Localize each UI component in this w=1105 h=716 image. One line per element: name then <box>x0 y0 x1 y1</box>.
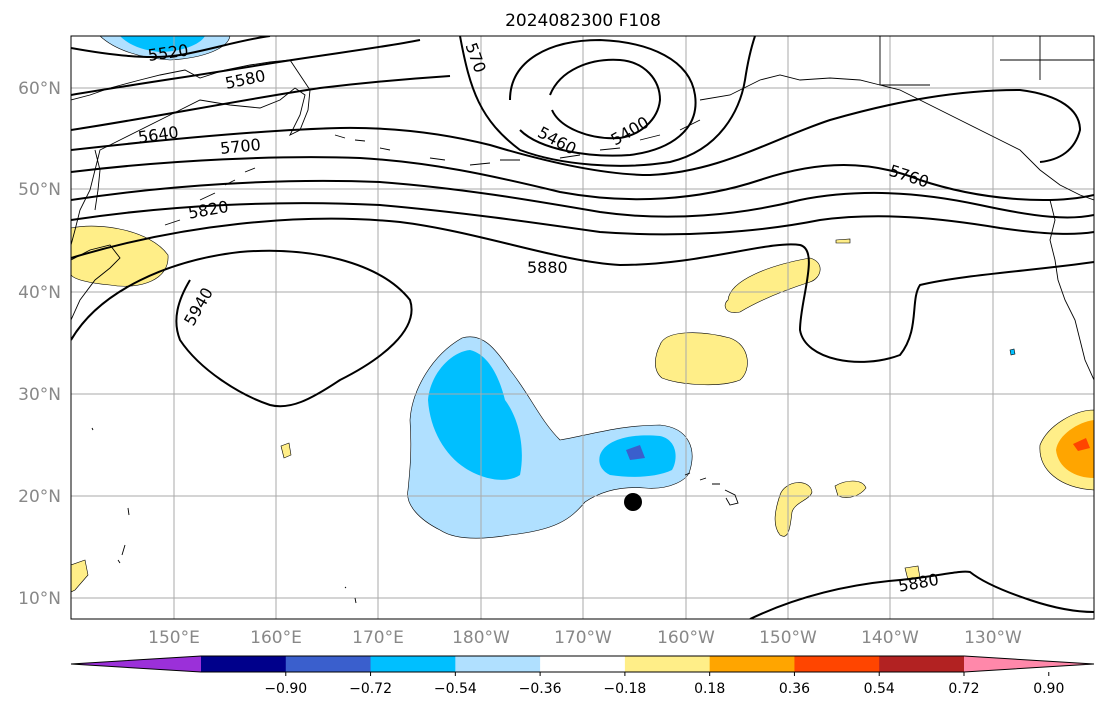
coast-aleutians <box>334 119 701 166</box>
positive-anomaly-sw <box>71 559 89 593</box>
colorbar-tick-label: −0.54 <box>434 681 477 697</box>
contour-5460 <box>509 38 697 157</box>
positive-anomaly-23n <box>280 442 292 459</box>
gridlines <box>71 36 1094 619</box>
contour-5760 <box>71 156 1094 201</box>
colorbar-bin <box>794 656 880 672</box>
lat-label-30n: 30°N <box>18 385 61 405</box>
contour-5880-south <box>749 570 1094 619</box>
colorbar-tick-label: −0.18 <box>603 681 646 697</box>
colorbar-bin <box>455 656 541 672</box>
longitude-labels: 150°E 160°E 170°E 180°W 170°W 160°W 150°… <box>148 628 1022 648</box>
coast-namerica <box>1049 199 1094 381</box>
location-marker <box>624 493 642 511</box>
colorbar-extend-high <box>964 656 1094 672</box>
latitude-labels: 60°N 50°N 40°N 30°N 20°N 10°N <box>18 79 61 609</box>
positive-anomaly-east-red <box>1073 438 1090 451</box>
colorbar-bin <box>285 656 372 672</box>
lon-label-180w: 180°W <box>452 628 510 648</box>
lon-label-170w: 170°W <box>554 628 612 648</box>
positive-anomaly-33n <box>655 332 748 386</box>
lon-label-160w: 160°W <box>657 628 715 648</box>
lon-label-150w: 150°W <box>759 628 817 648</box>
colorbar: −0.90 −0.72 −0.54 −0.36 −0.18 0.18 0.36 0.54 0.7… <box>70 655 1095 697</box>
contour-5520-mid <box>459 36 756 167</box>
contour-label-5700: 5700 <box>219 135 261 158</box>
negative-anomaly-dark <box>626 445 645 460</box>
colorbar-tick-label: −0.36 <box>519 681 562 697</box>
colorbar-tick-label: −0.72 <box>349 681 392 697</box>
height-contours <box>71 36 1094 619</box>
positive-anomaly-west <box>71 225 169 287</box>
lat-label-50n: 50°N <box>18 180 61 200</box>
lon-label-170e: 170°E <box>352 628 404 648</box>
colorbar-tick-label: −0.90 <box>264 681 307 697</box>
positive-anomaly-40n <box>724 257 821 313</box>
colorbar-tick-label: 0.18 <box>694 681 725 697</box>
colorbar-tick-label: 0.54 <box>864 681 895 697</box>
lat-label-40n: 40°N <box>18 283 61 303</box>
colorbar-bin <box>709 656 795 672</box>
map-frame <box>70 35 1095 620</box>
lat-label-10n: 10°N <box>18 589 61 609</box>
positive-anomaly-small-45n <box>835 238 851 244</box>
contour-5700 <box>71 88 1082 177</box>
colorbar-outline <box>70 655 1095 673</box>
coast-islands <box>91 427 357 604</box>
map-title: 2024082300 F108 <box>505 11 661 31</box>
contour-5580 <box>71 39 421 96</box>
positive-anomaly-20n-b <box>834 480 867 498</box>
negative-anomaly-core-west <box>428 350 522 480</box>
coast-hawaii <box>684 472 739 506</box>
contour-5640 <box>71 75 451 131</box>
contour-5880 <box>71 217 1094 363</box>
lon-label-150e: 150°E <box>148 628 200 648</box>
colorbar-tick-label: 0.36 <box>779 681 810 697</box>
lon-label-130w: 130°W <box>964 628 1022 648</box>
colorbar-tick-label: 0.72 <box>948 681 979 697</box>
positive-anomaly-east-orange <box>1056 420 1094 478</box>
negative-anomaly-tiny <box>1009 348 1016 356</box>
contour-5520 <box>71 36 271 59</box>
lon-label-160e: 160°E <box>250 628 302 648</box>
border-canada-us <box>1000 36 1094 80</box>
colorbar-bin <box>879 656 965 672</box>
contour-5940 <box>71 249 413 408</box>
negative-anomaly-north-core <box>120 36 205 52</box>
lat-label-20n: 20°N <box>18 487 61 507</box>
lon-label-140w: 140°W <box>861 628 919 648</box>
contour-label-5880: 5880 <box>527 258 568 277</box>
coast-sakhalin <box>94 149 101 211</box>
colorbar-tick-label: 0.90 <box>1033 681 1064 697</box>
colorbar-bin <box>624 656 711 672</box>
colorbar-bin <box>370 656 456 672</box>
colorbar-bin <box>540 656 626 672</box>
lat-label-60n: 60°N <box>18 79 61 99</box>
colorbar-extend-low <box>71 656 201 672</box>
contour-5820 <box>71 179 1094 219</box>
coast-japan <box>71 244 121 321</box>
contour-5400 <box>549 58 662 140</box>
colorbar-bin <box>201 656 287 672</box>
contour-5820-b <box>71 202 1094 236</box>
